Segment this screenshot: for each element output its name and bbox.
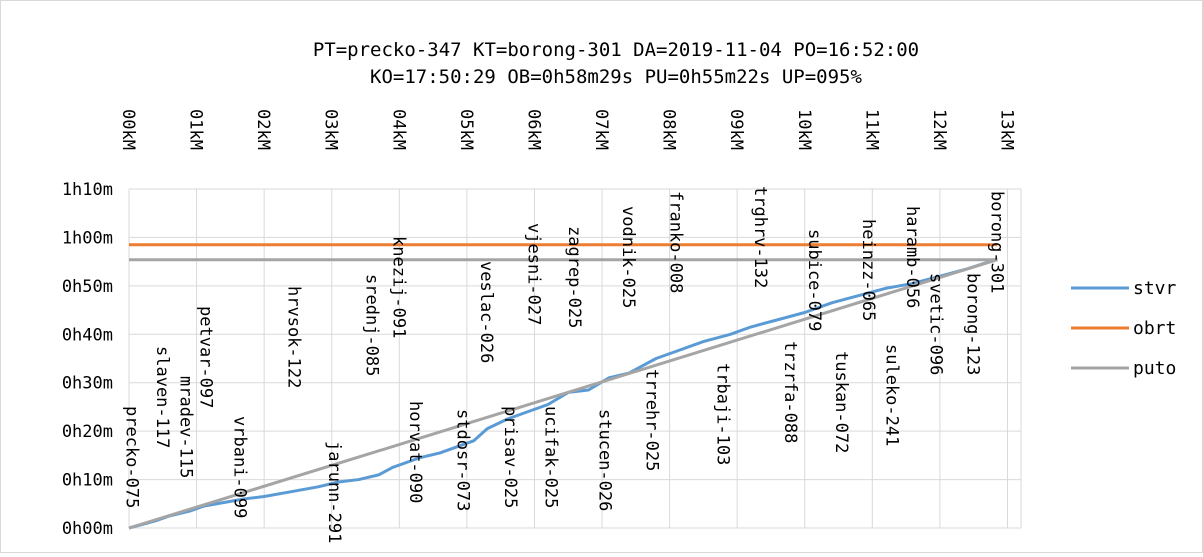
x-tick-label: 05kM (456, 109, 476, 150)
legend: stvr obrt puto (1071, 278, 1177, 379)
stop-label: borong-301 (986, 191, 1006, 293)
x-tick-label: 02kM (253, 109, 273, 150)
stop-label: zagrep-025 (564, 226, 584, 328)
x-tick-label: 06kM (523, 109, 543, 150)
y-tick-label: 1h00m (62, 228, 113, 248)
stop-label: slaven-117 (152, 346, 172, 448)
stop-label: precko-075 (121, 406, 141, 508)
series-lines (128, 243, 998, 530)
legend-label-puto: puto (1133, 358, 1176, 379)
y-tick-label: 0h20m (62, 422, 113, 442)
y-tick-label: 0h40m (62, 325, 113, 345)
stop-label: stucen-026 (594, 409, 614, 511)
x-tick-label: 01kM (186, 109, 206, 150)
legend-label-obrt: obrt (1133, 318, 1176, 339)
stop-label: vrbani-099 (230, 416, 250, 518)
y-tick-label: 0h10m (62, 471, 113, 491)
y-tick-label: 0h50m (62, 277, 113, 297)
y-tick-label: 0h30m (62, 374, 113, 394)
x-tick-label: 03kM (321, 109, 341, 150)
stop-labels: precko-075 slaven-117 mradev-115petvar-097… (121, 186, 1006, 543)
title-line-2: KO=17:50:29 OB=0h58m29s PU=0h55m22s UP=0… (370, 66, 862, 88)
stop-label: prisav-025 (500, 406, 520, 508)
series-line-puto-diagonal (128, 258, 998, 530)
stop-label: suleko-241 (882, 344, 902, 446)
stop-label: jarunn-291 (324, 441, 344, 543)
stop-label: mradev-115 (175, 376, 195, 478)
stop-label: srednj-085 (361, 274, 381, 376)
stop-label: ucifak-025 (540, 406, 560, 508)
stop-label: franko-008 (665, 191, 685, 293)
stop-label: horvat-090 (405, 401, 425, 503)
x-tick-label: 09kM (726, 109, 746, 150)
stop-label: veslac-026 (476, 261, 496, 363)
x-tick-labels: 00kM 01kM 02kM 03kM 04kM 05kM 06kM 07kM 08kM 09kM… (118, 109, 1016, 150)
stop-label: heinzz-065 (858, 219, 878, 321)
stop-label: knezij-091 (388, 236, 408, 338)
chart-title: PT=precko-347 KT=borong-301 DA=2019-11-0… (313, 39, 919, 88)
stop-label: svetic-096 (926, 273, 946, 375)
x-tick-label: 11kM (861, 109, 881, 150)
stop-label: petvar-097 (196, 306, 216, 408)
stop-label: vjesni-027 (523, 223, 543, 325)
y-tick-labels: 0h00m 0h10m 0h20m 0h30m 0h40m 0h50m 1h00m 1h10m (62, 180, 113, 539)
stop-label: trghrv-132 (750, 186, 770, 288)
y-tick-label: 1h10m (62, 180, 113, 200)
stop-label: subice-079 (804, 229, 824, 331)
stop-label: tuskan-072 (831, 351, 851, 453)
x-tick-label: 07kM (591, 109, 611, 150)
x-tick-label: 00kM (118, 109, 138, 150)
x-tick-label: 04kM (388, 109, 408, 150)
stop-label: haramb-056 (902, 206, 922, 308)
legend-label-stvr: stvr (1133, 278, 1177, 299)
stop-label: trbaji-103 (713, 363, 733, 465)
stop-label: stdosr-073 (453, 409, 473, 511)
stop-label: borong-123 (963, 273, 983, 375)
title-line-1: PT=precko-347 KT=borong-301 DA=2019-11-0… (313, 39, 919, 61)
x-tick-label: 13kM (996, 109, 1016, 150)
x-tick-label: 12kM (929, 109, 949, 150)
y-tick-label: 0h00m (62, 519, 113, 539)
x-tick-label: 08kM (659, 109, 679, 150)
stop-label: vodnik-025 (618, 206, 638, 308)
stop-label: hrvsok-122 (284, 286, 304, 388)
series-line-stvr (128, 257, 998, 530)
stop-label: trrehr-025 (642, 369, 662, 471)
stop-label: trzrfa-088 (780, 341, 800, 443)
x-tick-label: 10kM (794, 109, 814, 150)
